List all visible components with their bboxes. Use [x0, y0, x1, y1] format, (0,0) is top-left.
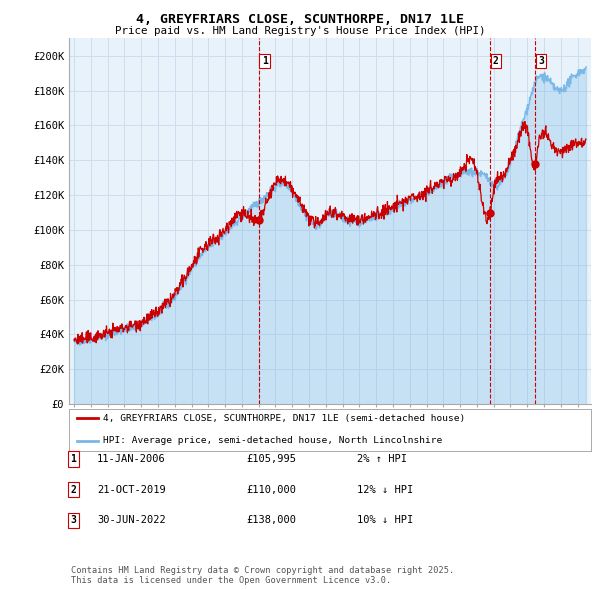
Text: 30-JUN-2022: 30-JUN-2022: [97, 516, 166, 525]
Text: 12% ↓ HPI: 12% ↓ HPI: [357, 485, 413, 494]
Text: 3: 3: [70, 516, 76, 525]
Text: 2: 2: [493, 56, 499, 66]
Text: 1: 1: [262, 56, 268, 66]
Text: 2% ↑ HPI: 2% ↑ HPI: [357, 454, 407, 464]
Text: 3: 3: [538, 56, 544, 66]
Text: 1: 1: [70, 454, 76, 464]
Text: 2: 2: [70, 485, 76, 494]
Text: Price paid vs. HM Land Registry's House Price Index (HPI): Price paid vs. HM Land Registry's House …: [115, 26, 485, 36]
Text: £110,000: £110,000: [246, 485, 296, 494]
Text: £105,995: £105,995: [246, 454, 296, 464]
Text: 4, GREYFRIARS CLOSE, SCUNTHORPE, DN17 1LE (semi-detached house): 4, GREYFRIARS CLOSE, SCUNTHORPE, DN17 1L…: [103, 414, 465, 422]
Text: 4, GREYFRIARS CLOSE, SCUNTHORPE, DN17 1LE: 4, GREYFRIARS CLOSE, SCUNTHORPE, DN17 1L…: [136, 13, 464, 26]
Text: Contains HM Land Registry data © Crown copyright and database right 2025.
This d: Contains HM Land Registry data © Crown c…: [71, 566, 454, 585]
Text: 11-JAN-2006: 11-JAN-2006: [97, 454, 166, 464]
Text: 10% ↓ HPI: 10% ↓ HPI: [357, 516, 413, 525]
Text: £138,000: £138,000: [246, 516, 296, 525]
Text: HPI: Average price, semi-detached house, North Lincolnshire: HPI: Average price, semi-detached house,…: [103, 436, 442, 445]
Text: 21-OCT-2019: 21-OCT-2019: [97, 485, 166, 494]
